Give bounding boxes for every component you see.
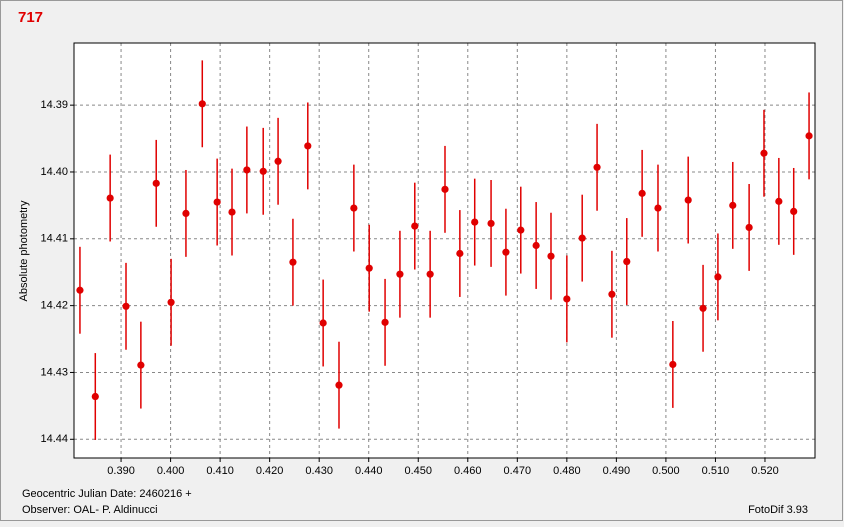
data-point <box>745 223 753 232</box>
x-tick-label: 0.460 <box>454 465 482 477</box>
plot-border <box>73 42 816 459</box>
data-point <box>502 248 510 256</box>
x-tick-label: 0.410 <box>206 465 234 477</box>
footer-text: Observer: OAL- P. Aldinucci <box>22 504 158 516</box>
data-point <box>106 194 114 202</box>
data-point <box>167 298 175 306</box>
x-tick-label: 0.390 <box>107 465 135 477</box>
data-point <box>729 201 737 209</box>
data-point <box>638 189 646 197</box>
data-point <box>350 204 358 212</box>
data-point <box>289 258 297 266</box>
footer-text: Geocentric Julian Date: 2460216 + <box>22 488 192 500</box>
data-point <box>259 167 267 175</box>
data-point <box>532 241 540 250</box>
y-tick-label: 14.43 <box>40 366 68 378</box>
data-point <box>381 318 389 326</box>
x-tick-label: 0.510 <box>702 465 730 477</box>
data-point <box>228 208 236 216</box>
data-point <box>304 142 312 150</box>
chart-title: 717 <box>18 9 43 26</box>
data-point <box>775 197 783 205</box>
x-tick-label: 0.400 <box>157 465 185 477</box>
data-point <box>152 179 160 187</box>
data-point <box>593 163 601 171</box>
data-point <box>122 302 130 310</box>
data-point <box>714 273 722 281</box>
data-point <box>517 226 525 234</box>
data-point <box>182 209 190 218</box>
data-point <box>76 286 84 294</box>
data-point <box>805 132 813 140</box>
x-tick-label: 0.420 <box>256 465 284 477</box>
data-point <box>243 166 251 174</box>
y-tick-label: 14.41 <box>40 233 68 245</box>
data-point <box>563 295 571 303</box>
data-point <box>578 234 586 242</box>
data-point <box>654 204 662 212</box>
data-point <box>319 319 327 327</box>
y-tick-label: 14.42 <box>40 300 68 312</box>
data-point <box>684 196 692 204</box>
x-tick-label: 0.480 <box>553 465 581 477</box>
x-tick-label: 0.440 <box>355 465 383 477</box>
y-axis-label: Absolute photometry <box>18 200 30 301</box>
data-point <box>699 304 707 312</box>
data-point <box>365 264 373 272</box>
x-tick-label: 0.470 <box>504 465 532 477</box>
x-tick-label: 0.520 <box>751 465 779 477</box>
data-point <box>274 157 282 165</box>
x-tick-label: 0.450 <box>404 465 432 477</box>
data-point <box>426 270 434 278</box>
data-point <box>487 219 495 228</box>
data-point <box>441 185 449 193</box>
data-point <box>669 360 677 369</box>
data-point <box>790 207 798 216</box>
y-tick-label: 14.44 <box>40 433 68 445</box>
x-tick-label: 0.500 <box>652 465 680 477</box>
data-point <box>91 392 99 401</box>
data-point <box>213 198 221 206</box>
y-tick-label: 14.40 <box>40 166 68 178</box>
data-point <box>760 149 768 157</box>
data-point <box>547 252 555 260</box>
x-tick-label: 0.430 <box>305 465 333 477</box>
data-point <box>335 381 343 389</box>
data-point <box>623 257 631 266</box>
data-point <box>471 218 479 226</box>
data-point <box>198 100 206 108</box>
data-point <box>456 249 464 258</box>
data-point <box>411 222 419 230</box>
data-point <box>396 270 404 278</box>
plot-area <box>74 43 815 458</box>
data-point <box>608 290 616 298</box>
y-tick-label: 14.39 <box>40 99 68 111</box>
footer-text: FotoDif 3.93 <box>748 504 808 516</box>
x-tick-label: 0.490 <box>603 465 631 477</box>
data-point <box>137 361 145 369</box>
